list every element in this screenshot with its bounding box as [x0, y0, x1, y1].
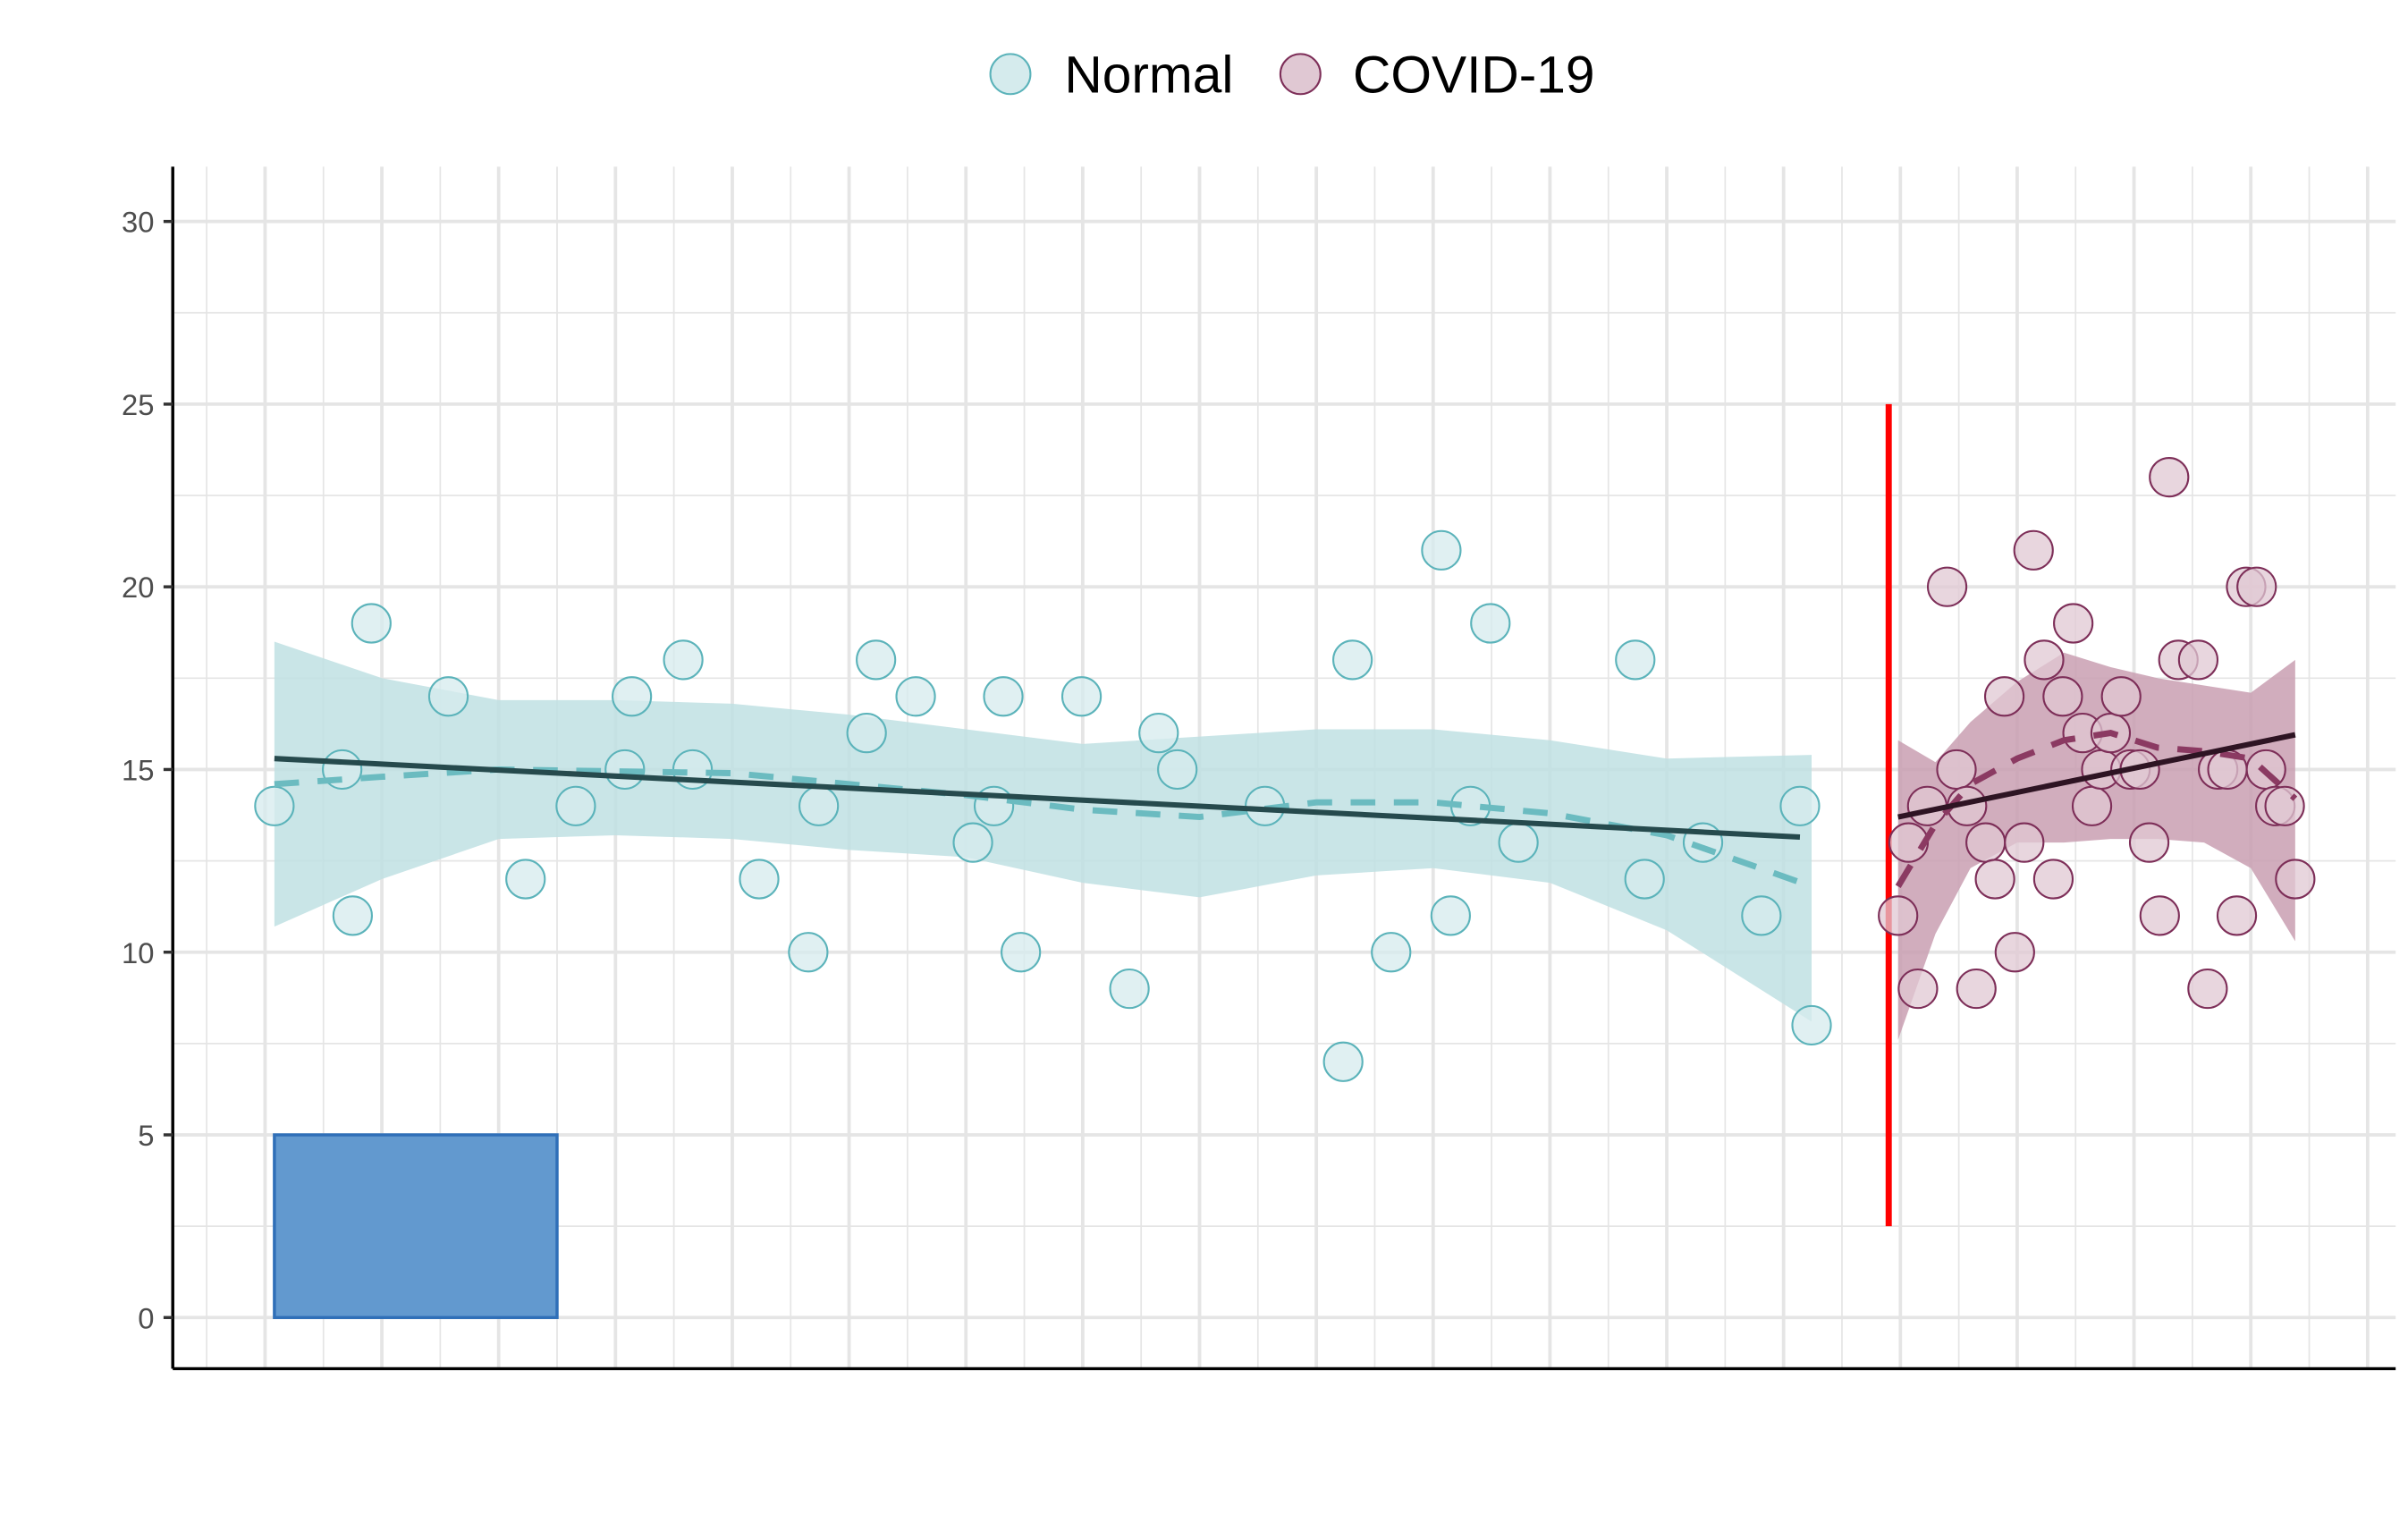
confidence-ribbon	[274, 641, 1812, 1022]
data-point	[1965, 822, 2007, 863]
linear-fit-line	[1897, 732, 2296, 820]
data-point	[2275, 859, 2316, 900]
data-point	[1430, 895, 1471, 936]
smooth-line	[274, 766, 1813, 890]
data-point	[1157, 749, 1198, 791]
data-point	[2100, 676, 2142, 717]
data-point	[2013, 529, 2054, 571]
data-point	[2187, 968, 2228, 1010]
data-point	[1974, 859, 2015, 900]
data-point	[1421, 529, 1462, 571]
points	[254, 457, 2316, 1082]
data-point	[798, 785, 840, 826]
data-point	[1001, 932, 1042, 973]
y-tick-label: 15	[122, 754, 154, 787]
legend: Normal COVID-19	[989, 47, 1595, 105]
data-point	[1878, 895, 1919, 936]
y-tick-label: 0	[138, 1301, 154, 1334]
data-point	[351, 603, 392, 644]
data-point	[1332, 639, 1373, 681]
data-point	[983, 676, 1024, 717]
data-point	[1470, 603, 1511, 644]
y-tick-label: 20	[122, 571, 154, 604]
y-tick-label: 30	[122, 206, 154, 239]
data-point	[2053, 603, 2094, 644]
data-point	[1936, 749, 1977, 791]
y-tick-label: 10	[122, 936, 154, 969]
data-point	[1741, 895, 1782, 936]
data-point	[2139, 895, 2180, 936]
data-point	[254, 785, 295, 826]
data-point	[2128, 822, 2170, 863]
data-point	[856, 639, 897, 681]
data-point	[1994, 932, 2035, 973]
data-point	[1498, 822, 1539, 863]
y-tick-label: 25	[122, 388, 154, 421]
data-point	[1779, 785, 1821, 826]
axes: 0 5 10 15 20 25 30	[122, 166, 2396, 1371]
annotations	[273, 403, 1892, 1319]
data-point	[505, 859, 546, 900]
data-point	[2264, 785, 2305, 826]
data-point	[555, 785, 596, 826]
data-point	[2071, 785, 2113, 826]
data-point	[895, 676, 936, 717]
data-point	[846, 712, 887, 754]
data-point	[1060, 676, 1103, 717]
data-point	[788, 932, 829, 973]
data-point	[612, 676, 653, 717]
data-point	[2177, 639, 2219, 681]
data-point	[1624, 859, 1665, 900]
data-point	[663, 639, 704, 681]
linear-fit-line	[274, 756, 1801, 841]
data-point	[1109, 968, 1150, 1010]
legend-key-normal	[989, 53, 1032, 96]
data-point	[952, 822, 993, 863]
data-point	[739, 859, 780, 900]
data-point	[427, 676, 469, 717]
data-point	[1138, 712, 1179, 754]
data-point	[1322, 1041, 1364, 1082]
data-point	[2032, 859, 2074, 900]
legend-key-covid	[1279, 53, 1322, 96]
data-point	[2236, 566, 2277, 607]
data-point	[2216, 895, 2258, 936]
y-tick-label: 5	[138, 1119, 154, 1152]
data-point	[2042, 676, 2083, 717]
data-point	[1956, 968, 1997, 1010]
data-point	[1897, 968, 1939, 1010]
highlight-rect	[273, 1133, 559, 1319]
data-point	[1926, 566, 1968, 607]
legend-label-normal: Normal	[1064, 47, 1233, 105]
data-point	[2024, 639, 2065, 681]
data-point	[332, 895, 373, 936]
data-point	[1983, 676, 2025, 717]
data-point	[2004, 822, 2045, 863]
data-point	[2149, 457, 2190, 498]
trend-lines	[274, 730, 2298, 890]
data-point	[1791, 1004, 1832, 1046]
data-point	[1615, 639, 1656, 681]
data-point	[1371, 932, 1412, 973]
legend-label-covid: COVID-19	[1353, 47, 1595, 105]
